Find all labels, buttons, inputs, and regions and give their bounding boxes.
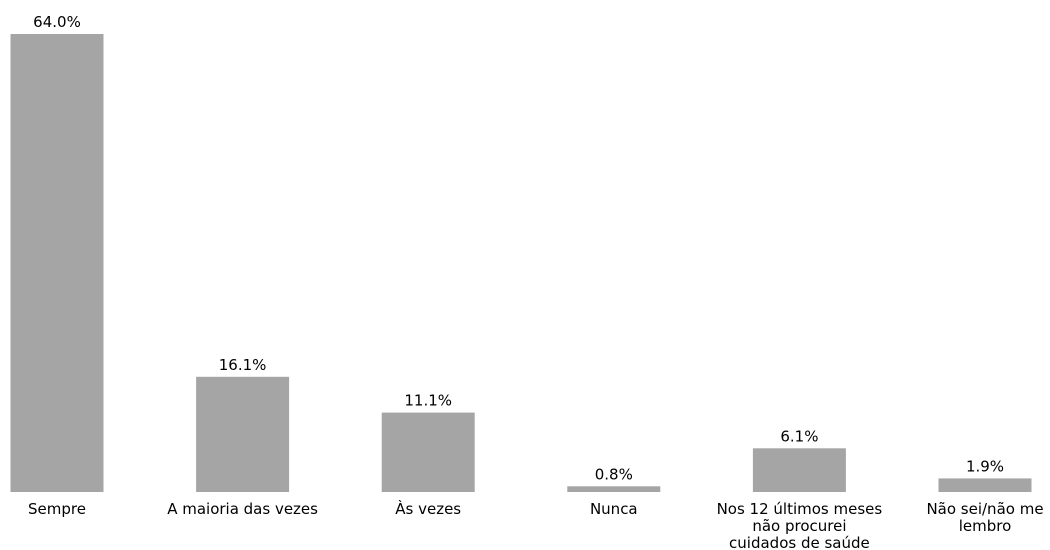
bar-value-label: 6.1%	[780, 427, 818, 445]
bar-value-label: 1.9%	[966, 457, 1004, 475]
x-tick-label-line: Nos 12 últimos meses	[717, 500, 883, 518]
x-tick-label: Nos 12 últimos meses não procurei cuidados…	[717, 500, 883, 550]
bar-value-label: 0.8%	[595, 465, 633, 483]
x-tick-label: A maioria das vezes	[167, 500, 318, 518]
bar-value-label: 11.1%	[404, 392, 452, 410]
bar	[11, 34, 104, 492]
bar	[382, 413, 475, 492]
x-tick-label: Não sei/não me lembro	[926, 500, 1043, 535]
x-tick-label: Às vezes	[395, 499, 461, 518]
x-tick-label-line: Sempre	[28, 500, 86, 518]
x-tick-label-line: não procurei	[752, 517, 846, 535]
x-tick-label-line: lembro	[959, 517, 1012, 535]
bar-value-label: 16.1%	[219, 356, 267, 374]
bars-group	[11, 34, 1032, 492]
bar	[567, 486, 660, 492]
x-tick-label-line: A maioria das vezes	[167, 500, 318, 518]
x-tick-label: Sempre	[28, 500, 86, 518]
value-labels-group: 64.0% 16.1% 11.1% 0.8% 6.1% 1.9%	[33, 13, 1004, 483]
bar	[753, 448, 846, 492]
bar	[939, 478, 1032, 492]
x-tick-label-line: cuidados de saúde	[729, 534, 870, 550]
x-tick-label-line: Não sei/não me	[926, 500, 1043, 518]
tick-labels-group: Sempre A maioria das vezes Às vezes Nunca No…	[28, 499, 1044, 550]
bar	[196, 377, 289, 492]
x-tick-label-line: Às vezes	[395, 499, 461, 518]
x-tick-label-line: Nunca	[590, 500, 638, 518]
bar-value-label: 64.0%	[33, 13, 81, 31]
x-tick-label: Nunca	[590, 500, 638, 518]
